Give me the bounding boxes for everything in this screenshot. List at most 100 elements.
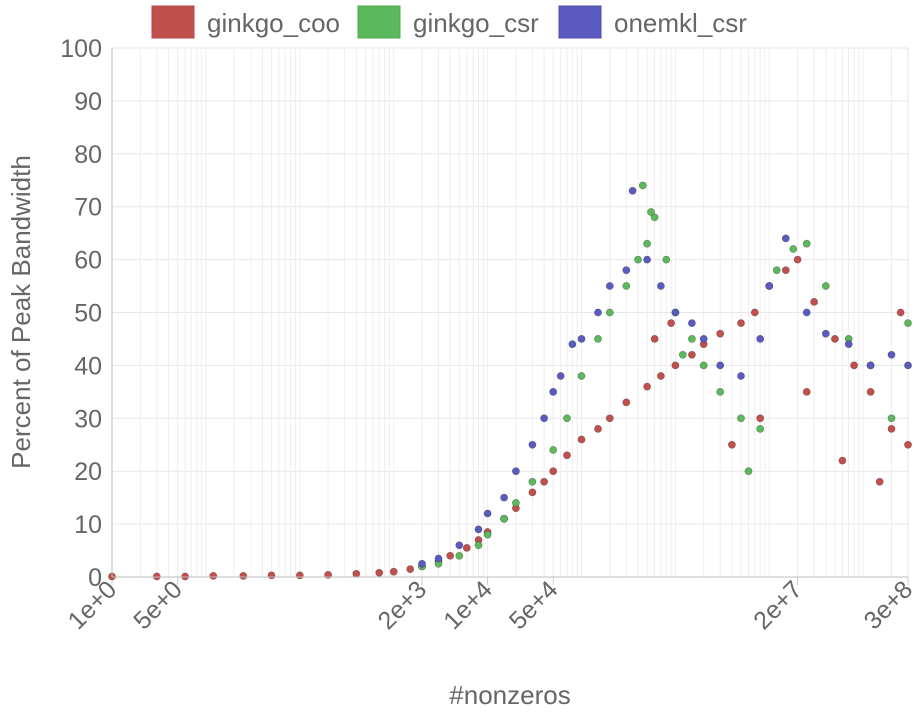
data-point-ginkgo_coo[interactable] [728,440,736,449]
data-point-ginkgo_csr[interactable] [643,239,651,248]
data-point-ginkgo_coo[interactable] [904,440,912,449]
data-point-ginkgo_coo[interactable] [594,424,602,433]
data-point-ginkgo_coo[interactable] [875,477,884,486]
data-point-ginkgo_csr[interactable] [474,541,483,550]
data-point-ginkgo_coo[interactable] [838,456,847,465]
data-point-ginkgo_coo[interactable] [577,435,586,444]
data-point-ginkgo_coo[interactable] [657,372,665,380]
data-point-ginkgo_csr[interactable] [744,467,753,476]
data-point-onemkl_csr[interactable] [688,319,696,327]
data-point-ginkgo_coo[interactable] [267,571,276,580]
data-point-onemkl_csr[interactable] [887,350,896,359]
data-point-ginkgo_csr[interactable] [789,245,798,253]
data-point-ginkgo_csr[interactable] [528,477,537,486]
data-point-ginkgo_csr[interactable] [737,414,745,423]
data-point-onemkl_csr[interactable] [528,440,537,449]
data-point-onemkl_csr[interactable] [568,340,577,349]
data-point-ginkgo_coo[interactable] [540,477,548,486]
data-point-ginkgo_csr[interactable] [483,530,492,539]
data-point-ginkgo_coo[interactable] [650,334,659,343]
data-point-onemkl_csr[interactable] [549,387,558,396]
data-point-ginkgo_coo[interactable] [671,361,680,370]
data-point-ginkgo_coo[interactable] [239,572,248,580]
data-point-ginkgo_csr[interactable] [638,181,647,190]
data-point-ginkgo_coo[interactable] [622,398,631,407]
data-point-ginkgo_csr[interactable] [699,361,708,370]
data-point-ginkgo_csr[interactable] [904,319,912,327]
data-point-onemkl_csr[interactable] [657,282,665,290]
data-point-onemkl_csr[interactable] [756,334,765,343]
data-point-ginkgo_csr[interactable] [605,308,614,317]
data-point-ginkgo_csr[interactable] [512,498,520,507]
data-point-ginkgo_coo[interactable] [737,319,745,327]
data-point-ginkgo_csr[interactable] [563,414,571,423]
data-point-onemkl_csr[interactable] [418,559,426,568]
legend-label-ginkgo-coo[interactable]: ginkgo_coo [207,8,340,38]
data-point-ginkgo_coo[interactable] [462,544,471,552]
data-point-onemkl_csr[interactable] [500,493,508,502]
data-point-ginkgo_coo[interactable] [406,565,415,573]
data-point-onemkl_csr[interactable] [737,372,745,380]
data-point-ginkgo_coo[interactable] [667,319,675,327]
data-point-onemkl_csr[interactable] [622,266,631,275]
data-point-ginkgo_csr[interactable] [678,350,687,359]
data-point-onemkl_csr[interactable] [643,255,651,264]
data-point-ginkgo_coo[interactable] [209,572,218,580]
data-point-ginkgo_csr[interactable] [716,387,725,396]
data-point-ginkgo_coo[interactable] [802,387,811,396]
data-point-onemkl_csr[interactable] [866,361,875,370]
data-point-onemkl_csr[interactable] [455,541,464,550]
data-point-ginkgo_csr[interactable] [887,414,896,423]
data-point-ginkgo_coo[interactable] [563,451,571,460]
data-point-onemkl_csr[interactable] [474,525,483,534]
legend-label-onemkl-csr[interactable]: onemkl_csr [614,8,747,38]
legend-swatch-ginkgo-csr[interactable] [357,5,401,39]
data-point-ginkgo_csr[interactable] [756,424,765,433]
data-point-onemkl_csr[interactable] [512,467,520,476]
data-point-ginkgo_coo[interactable] [810,297,818,306]
data-point-ginkgo_csr[interactable] [802,239,811,248]
data-point-ginkgo_coo[interactable] [375,568,384,577]
data-point-ginkgo_coo[interactable] [750,308,759,317]
data-point-onemkl_csr[interactable] [904,361,912,370]
data-point-onemkl_csr[interactable] [844,340,853,349]
data-point-ginkgo_csr[interactable] [688,334,696,343]
data-point-ginkgo_csr[interactable] [662,255,671,264]
data-point-ginkgo_coo[interactable] [446,551,455,560]
data-point-onemkl_csr[interactable] [483,509,492,518]
data-point-ginkgo_csr[interactable] [455,551,464,560]
data-point-ginkgo_csr[interactable] [634,255,642,264]
data-point-onemkl_csr[interactable] [765,282,774,290]
data-point-ginkgo_coo[interactable] [831,334,839,343]
data-point-onemkl_csr[interactable] [540,414,548,423]
data-point-ginkgo_coo[interactable] [866,387,875,396]
data-point-ginkgo_coo[interactable] [781,266,790,275]
data-point-onemkl_csr[interactable] [821,329,830,338]
data-point-ginkgo_coo[interactable] [850,361,858,370]
data-point-ginkgo_coo[interactable] [643,382,651,391]
data-point-onemkl_csr[interactable] [716,361,725,370]
data-point-ginkgo_csr[interactable] [821,282,830,290]
data-point-onemkl_csr[interactable] [605,282,614,290]
data-point-ginkgo_coo[interactable] [389,567,398,576]
data-point-onemkl_csr[interactable] [594,308,602,317]
data-point-ginkgo_coo[interactable] [896,308,905,317]
data-point-onemkl_csr[interactable] [671,308,680,317]
data-point-onemkl_csr[interactable] [556,372,565,380]
data-point-ginkgo_coo[interactable] [716,329,725,338]
data-point-ginkgo_coo[interactable] [688,350,696,359]
data-point-ginkgo_coo[interactable] [756,414,765,423]
data-point-onemkl_csr[interactable] [434,554,443,563]
data-point-onemkl_csr[interactable] [802,308,811,317]
data-point-ginkgo_coo[interactable] [528,488,537,497]
data-point-onemkl_csr[interactable] [781,234,790,243]
data-point-onemkl_csr[interactable] [577,334,586,343]
data-point-ginkgo_csr[interactable] [549,446,558,454]
data-point-ginkgo_coo[interactable] [549,467,558,476]
legend-swatch-ginkgo-coo[interactable] [151,5,195,39]
data-point-ginkgo_coo[interactable] [793,255,802,264]
data-point-ginkgo_csr[interactable] [650,213,659,222]
data-point-ginkgo_coo[interactable] [887,424,896,433]
data-point-onemkl_csr[interactable] [628,186,637,195]
data-point-ginkgo_coo[interactable] [352,569,361,578]
